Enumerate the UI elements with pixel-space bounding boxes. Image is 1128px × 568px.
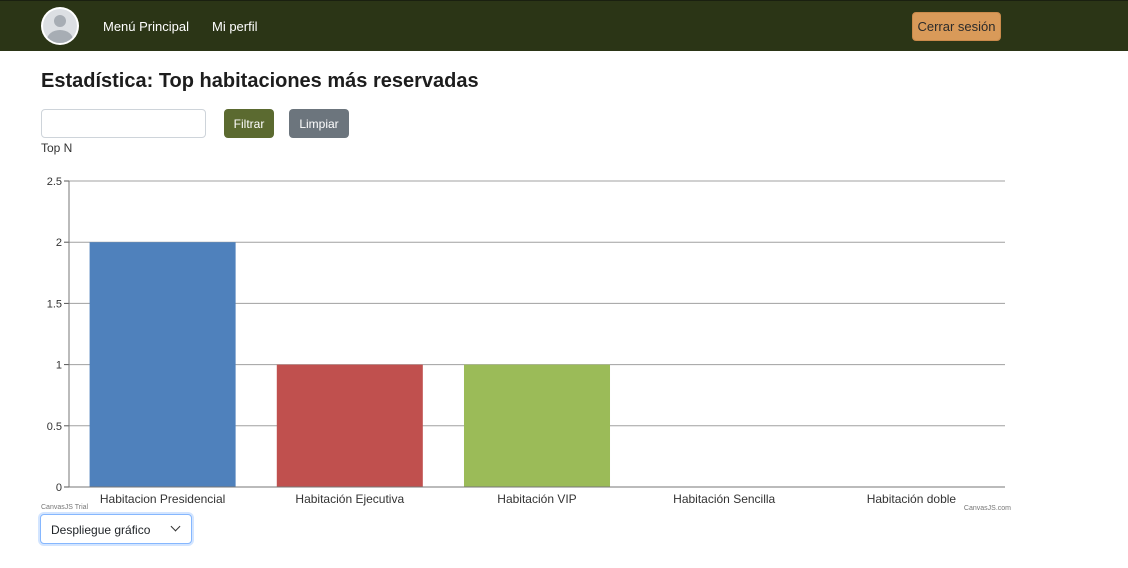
chart-bars bbox=[89, 242, 611, 487]
chart-watermark-right[interactable]: CanvasJS.com bbox=[964, 505, 1011, 512]
chart-watermark-left: CanvasJS Trial bbox=[41, 504, 89, 511]
y-tick-label: 2.5 bbox=[47, 176, 62, 188]
page-title: Estadística: Top habitaciones más reserv… bbox=[41, 70, 479, 92]
y-tick-label: 2 bbox=[56, 237, 62, 249]
x-tick-label: Habitación VIP bbox=[497, 492, 576, 506]
chart-display-select[interactable]: Despliegue gráfico bbox=[40, 514, 192, 544]
filter-button[interactable]: Filtrar bbox=[224, 109, 274, 138]
top-n-label: Top N bbox=[41, 141, 73, 155]
user-icon bbox=[43, 9, 77, 43]
x-tick-label: Habitación doble bbox=[867, 492, 957, 506]
avatar[interactable] bbox=[41, 7, 79, 45]
chart-axes bbox=[64, 180, 1005, 488]
bar-chart: 0 0.5 1 1.5 2 2.5 Habitacion Presidencial Habit… bbox=[41, 176, 1011, 512]
top-n-input[interactable] bbox=[41, 109, 206, 138]
bar[interactable] bbox=[89, 242, 236, 487]
bar[interactable] bbox=[463, 364, 611, 487]
bar[interactable] bbox=[276, 364, 423, 487]
chart-labels: 0 0.5 1 1.5 2 2.5 Habitacion Presidencial Habit… bbox=[41, 176, 1011, 512]
y-tick-label: 1.5 bbox=[47, 298, 62, 310]
x-tick-label: Habitación Sencilla bbox=[673, 492, 775, 506]
y-tick-label: 1 bbox=[56, 360, 62, 372]
y-tick-label: 0.5 bbox=[47, 421, 62, 433]
nav-main-menu-link[interactable]: Menú Principal bbox=[103, 19, 189, 34]
y-tick-label: 0 bbox=[56, 482, 62, 494]
logout-button[interactable]: Cerrar sesión bbox=[912, 12, 1001, 41]
chart-display-select-value: Despliegue gráfico bbox=[51, 523, 151, 537]
clear-button[interactable]: Limpiar bbox=[289, 109, 349, 138]
x-tick-label: Habitacion Presidencial bbox=[100, 492, 225, 506]
chevron-down-icon bbox=[170, 521, 181, 532]
navbar: Menú Principal Mi perfil Cerrar sesión bbox=[0, 0, 1128, 51]
nav-profile-link[interactable]: Mi perfil bbox=[212, 19, 258, 34]
x-tick-label: Habitación Ejecutiva bbox=[295, 492, 404, 506]
